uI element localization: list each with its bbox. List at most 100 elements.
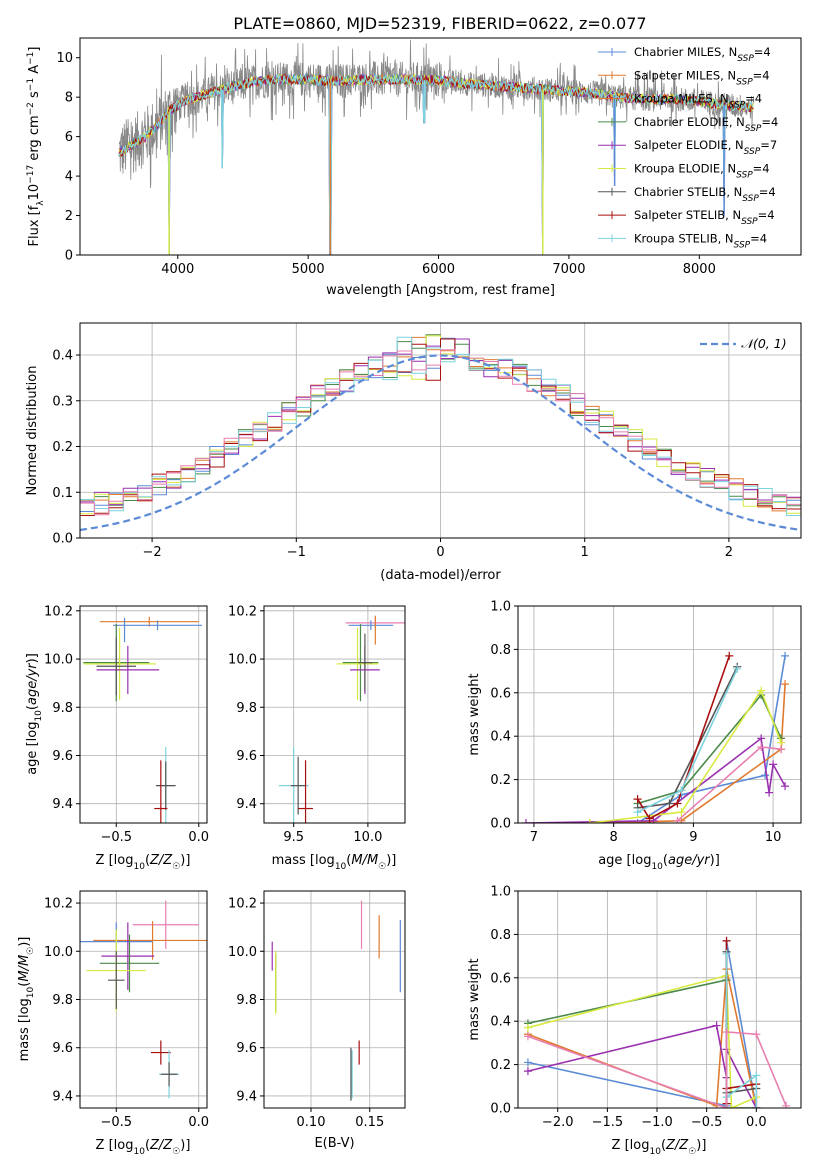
grid-age-vs-mass [264,606,405,823]
x-tick-label: −0.5 [100,1115,132,1130]
legend-entry: Chabrier MILES, NSSP=4 [634,45,771,64]
y-tick-label: 0.6 [490,971,511,986]
axes-mass-weight-vs-z: −2.0 −1.5 −1.0 −0.5 0.0 0.0 0.2 0.4 0.6 0.8 1.0 Z [… [467,885,802,1157]
x-tick-label: −0.5 [691,1115,723,1130]
x-tick-label: 0 [436,545,444,560]
mass-weight-point [645,814,654,823]
mass-weight-point [769,760,778,769]
y-tick-label: 0.0 [52,532,73,547]
x-tick-label: 9.5 [283,830,304,845]
mass-weight-point [633,795,642,804]
plot-area-mass-weight-vs-age [521,651,790,823]
axes-spectrum: 4000 5000 6000 7000 8000 0 2 4 6 8 10 wavelength [A… [26,37,802,298]
legend-entry: Kroupa STELIB, NSSP=4 [634,231,767,250]
legend-entry: Chabrier STELIB, NSSP=4 [634,185,776,204]
axes-age-vs-mass: 9.5 10.0 9.4 9.6 9.8 10.0 10.2 mass [log10(M/M☉… [228,604,406,872]
y-tick-label: 8 [65,91,73,106]
axes-frame [263,605,406,824]
mass-weight-point [523,1023,532,1032]
y-tick-label: 2 [65,209,73,224]
mass-weight-series-line [637,666,738,809]
grid-mass-weight-vs-age [518,605,801,824]
x-tick-label: −1 [287,545,306,560]
y-axis-label: Flux [fλ10−17 erg cm−2 s−1 A−1] [26,47,46,247]
mass-weight-point [733,664,742,673]
axes-frame [517,890,802,1109]
y-tick-label: 9.6 [52,1041,73,1056]
plot-area-spectrum [118,39,755,255]
mass-weight-point [761,771,770,780]
y-tick-label: 1.0 [490,885,511,900]
y-tick-label: 0.8 [490,928,511,943]
y-axis-label: mass weight [467,673,482,755]
axes-age-vs-z: −0.5 0.0 9.4 9.6 9.8 10.0 10.2 Z [log10(Z/Z☉)] a… [25,604,209,872]
x-tick-label: −2 [143,545,162,560]
axes-frame [79,605,208,824]
legend-entry: Salpeter MILES, NSSP=4 [634,68,770,87]
mass-weight-point [677,808,686,817]
legend-entry: Kroupa MILES, NSSP=4 [634,92,762,111]
normal-curve [80,354,801,532]
mass-weight-point [523,1032,532,1041]
x-tick-label: −2.0 [542,1115,574,1130]
y-tick-label: 0.6 [490,686,511,701]
mass-weight-series-line [527,974,757,1108]
mass-weight-point [722,1104,731,1108]
y-tick-label: 10.2 [228,897,257,912]
x-tick-label: 8 [610,830,618,845]
mass-weight-point [665,799,674,808]
y-tick-label: 9.4 [52,1089,73,1104]
legend: Chabrier MILES, NSSP=4 Salpeter MILES, NS… [598,45,778,250]
y-tick-label: 0.4 [52,349,73,364]
grid-mass-vs-z [80,891,207,1108]
x-tick-label: 0.0 [746,1115,767,1130]
y-tick-label: 0.3 [52,394,73,409]
figure-title: PLATE=0860, MJD=52319, FIBERID=0622, z=0… [233,14,646,33]
legend-entry: 𝒩(0, 1) [741,336,787,351]
x-tick-label: 2 [725,545,733,560]
mass-weight-point [523,1067,532,1076]
legend-entry: Chabrier ELODIE, NSSP=4 [634,115,778,134]
x-tick-label: −1.0 [641,1115,673,1130]
spectrum-model-line [118,73,754,255]
mass-weight-point [781,782,790,791]
y-tick-label: 10.2 [44,897,73,912]
y-tick-label: 10.0 [44,945,73,960]
mass-weight-point [752,1030,761,1039]
mass-weight-series-line [525,736,786,823]
x-axis-label: wavelength [Angstrom, rest frame] [326,283,555,298]
y-tick-label: 9.8 [52,993,73,1008]
y-tick-label: 9.4 [236,797,257,812]
mass-weight-point [521,819,530,823]
mass-weight-point [757,743,766,752]
mass-weight-point [752,1071,761,1080]
mass-weight-series-line [725,953,758,1108]
y-axis-label: age [log10(age/yr)] [25,653,44,775]
histogram-step-line [80,349,801,516]
y-axis-label: mass weight [467,958,482,1040]
y-tick-label: 10.0 [228,653,257,668]
mass-weight-point [722,949,731,958]
y-tick-label: 0.2 [52,440,73,455]
y-tick-label: 0.4 [490,730,511,745]
mass-weight-point [673,816,682,823]
x-tick-label: 4000 [161,262,194,277]
axes-mass-weight-vs-age: 7 8 9 10 0.0 0.2 0.4 0.6 0.8 1.0 age [log10(age/yr… [467,600,802,872]
x-axis-label: (data-model)/error [380,568,501,583]
y-tick-label: 0.1 [52,486,73,501]
mass-weight-point [757,734,766,743]
mass-weight-point [523,1058,532,1067]
mass-weight-point [722,936,731,945]
x-tick-label: 9 [689,830,697,845]
y-tick-label: 9.8 [236,701,257,716]
mass-weight-point [722,1028,731,1037]
mass-weight-point [757,686,766,695]
plot-area-age-vs-z [83,616,203,823]
y-tick-label: 9.6 [236,1041,257,1056]
mass-weight-point [585,819,594,823]
y-tick-label: 10 [56,51,73,66]
mass-weight-point [777,745,786,754]
axes-frame [517,605,802,824]
